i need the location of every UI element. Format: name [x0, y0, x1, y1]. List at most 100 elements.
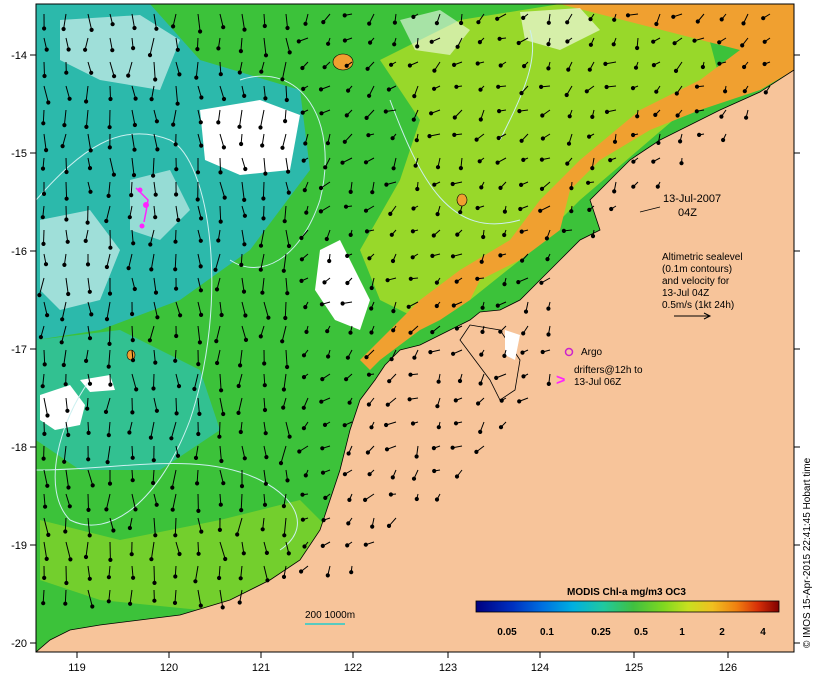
velocity-arrow-head: [415, 44, 420, 49]
velocity-arrow-head: [656, 140, 661, 145]
velocity-arrow: [87, 517, 91, 536]
velocity-arrow-head: [346, 521, 351, 526]
velocity-arrow-head: [719, 17, 724, 22]
velocity-arrow-head: [321, 518, 326, 523]
velocity-arrow: [197, 205, 202, 219]
velocity-arrow-head: [347, 400, 352, 405]
velocity-arrow-head: [299, 278, 304, 283]
velocity-arrow-head: [132, 147, 137, 152]
drifter-line-2: 13-Jul 06Z: [574, 377, 621, 388]
velocity-arrow-head: [584, 89, 589, 94]
velocity-arrow-head: [221, 411, 226, 417]
velocity-arrow: [197, 589, 202, 606]
velocity-arrow-head: [64, 169, 69, 175]
velocity-arrow-head: [408, 330, 413, 335]
velocity-arrow-head: [218, 219, 223, 224]
velocity-arrow: [172, 493, 177, 510]
velocity-arrow-head: [40, 384, 45, 389]
velocity-arrow-head: [546, 20, 551, 25]
velocity-arrow-head: [631, 184, 636, 189]
argo-circle-icon: [564, 347, 574, 357]
velocity-arrow-head: [131, 575, 136, 580]
velocity-arrow-head: [154, 26, 159, 31]
velocity-arrow-head: [370, 190, 375, 195]
alt-line-3: and velocity for: [662, 276, 730, 287]
velocity-arrow-head: [107, 145, 112, 150]
velocity-arrow-head: [88, 148, 93, 153]
velocity-arrow-head: [412, 355, 417, 360]
velocity-arrow-head: [430, 253, 435, 258]
velocity-arrow-head: [287, 434, 292, 439]
velocity-arrow-head: [175, 101, 180, 106]
velocity-arrow-head: [263, 171, 268, 176]
velocity-arrow: [87, 277, 91, 292]
velocity-arrow: [170, 421, 177, 439]
velocity-arrow: [106, 253, 111, 268]
velocity-arrow-head: [216, 238, 221, 243]
velocity-arrow-head: [408, 372, 413, 377]
velocity-arrow-head: [266, 315, 271, 320]
velocity-arrow-head: [111, 172, 117, 177]
velocity-arrow-head: [130, 338, 135, 343]
velocity-arrow-head: [348, 232, 353, 237]
date-line-2: 04Z: [678, 207, 697, 219]
velocity-arrow: [197, 301, 202, 316]
velocity-arrow-head: [539, 157, 545, 162]
velocity-arrow: [85, 109, 89, 127]
velocity-arrow-head: [322, 280, 327, 285]
velocity-arrow-head: [517, 109, 522, 114]
velocity-arrow-head: [587, 207, 592, 212]
velocity-arrow-head: [414, 138, 419, 143]
velocity-arrow: [219, 13, 224, 28]
velocity-arrow-head: [63, 601, 68, 606]
velocity-arrow-head: [217, 434, 222, 439]
velocity-arrow-head: [458, 166, 463, 171]
velocity-arrow-head: [673, 68, 679, 74]
velocity-arrow-head: [285, 25, 290, 31]
velocity-arrow-head: [679, 161, 684, 166]
svg-text:-18: -18: [11, 442, 27, 454]
velocity-arrow: [197, 277, 202, 291]
velocity-arrow-head: [545, 257, 550, 262]
velocity-arrow-head: [198, 288, 203, 293]
velocity-arrow: [153, 565, 155, 583]
velocity-arrow-head: [281, 504, 286, 509]
velocity-arrow-head: [300, 65, 305, 71]
velocity-arrow: [218, 421, 221, 437]
velocity-arrow-head: [498, 253, 503, 258]
velocity-arrow-head: [242, 197, 247, 202]
velocity-arrow-head: [434, 497, 440, 502]
velocity-arrow-head: [450, 445, 455, 450]
svg-text:-20: -20: [11, 638, 27, 650]
velocity-arrow: [131, 85, 137, 99]
velocity-arrow-head: [45, 313, 50, 318]
velocity-arrow-head: [243, 313, 248, 318]
velocity-arrow: [283, 253, 287, 271]
velocity-arrow: [239, 589, 243, 603]
velocity-arrow: [131, 373, 137, 390]
velocity-arrow-head: [299, 257, 304, 262]
velocity-arrow-head: [502, 209, 507, 214]
velocity-arrow-head: [86, 430, 91, 435]
velocity-arrow-head: [561, 228, 567, 233]
svg-text:126: 126: [719, 662, 737, 674]
velocity-arrow-head: [436, 425, 441, 430]
velocity-arrow-head: [198, 238, 203, 243]
velocity-arrow-head: [153, 360, 158, 365]
velocity-arrow: [219, 133, 225, 148]
velocity-arrow: [131, 229, 134, 244]
velocity-arrow-head: [149, 97, 154, 102]
velocity-arrow-head: [237, 70, 242, 75]
velocity-arrow-head: [364, 115, 369, 121]
low-chl-region-2: [36, 330, 220, 470]
velocity-arrow-head: [367, 93, 372, 98]
velocity-arrow-head: [284, 97, 289, 103]
velocity-arrow-head: [519, 229, 524, 234]
velocity-arrow-head: [42, 575, 47, 581]
velocity-arrow-head: [170, 507, 175, 512]
velocity-arrow: [65, 277, 69, 295]
velocity-arrow: [241, 229, 245, 245]
velocity-arrow-head: [108, 96, 113, 102]
velocity-arrow-head: [498, 425, 504, 430]
